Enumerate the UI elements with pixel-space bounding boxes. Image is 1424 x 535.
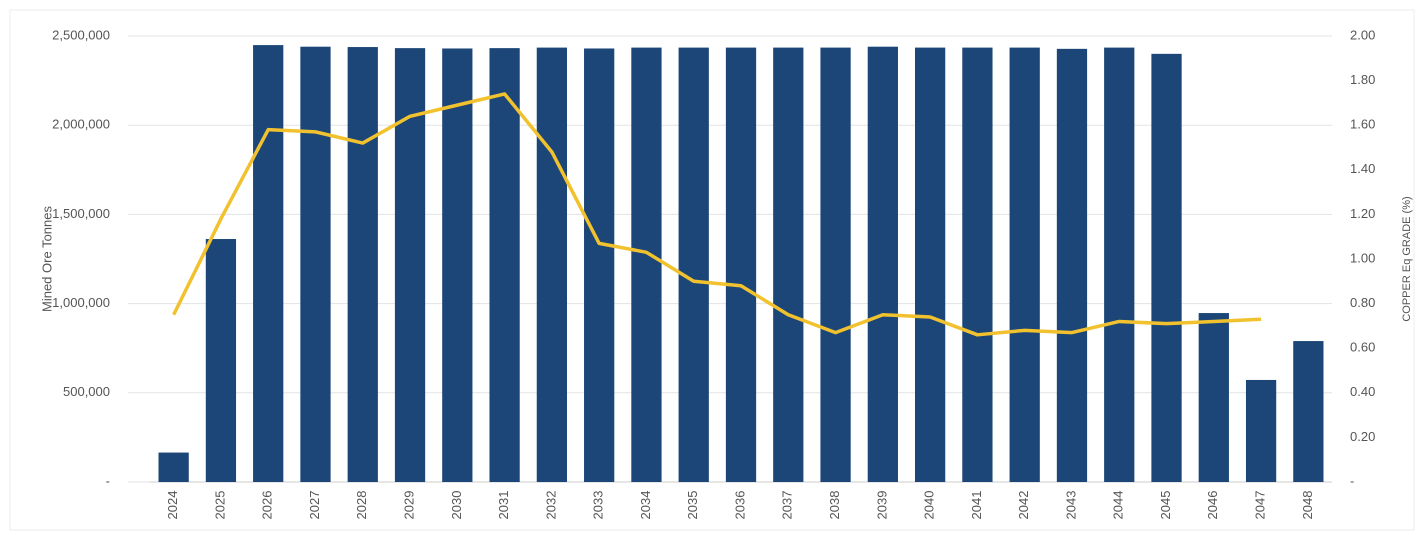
x-tick-label: 2045 (1158, 491, 1173, 520)
bar (300, 46, 331, 482)
bar (1245, 379, 1277, 482)
y2-axis-label: COPPER Eq GRADE (%) (1401, 196, 1413, 321)
x-tick-label: 2035 (685, 491, 700, 520)
y2-tick-label: 1.40 (1350, 161, 1375, 176)
x-tick-label: 2030 (449, 491, 464, 520)
bar (1104, 47, 1135, 482)
y2-tick-label: 1.60 (1350, 117, 1375, 132)
y2-tick-label: 0.20 (1350, 429, 1375, 444)
bar (1056, 48, 1088, 483)
line (172, 92, 1262, 337)
x-tick-label: 2026 (260, 491, 275, 520)
bar (678, 47, 709, 482)
x-tick-label: 2040 (922, 491, 937, 520)
bar (253, 45, 284, 483)
bar (631, 47, 662, 482)
x-tick-label: 2027 (307, 491, 322, 520)
y-tick-label: 1,000,000 (52, 295, 110, 310)
x-tick-label: 2043 (1063, 491, 1078, 520)
bar (489, 48, 520, 483)
bar (442, 48, 473, 482)
chart-border (9, 9, 1415, 531)
bar (725, 47, 757, 482)
x-tick-label: 2031 (496, 491, 511, 520)
bar (158, 452, 189, 482)
y2-tick-label: 0.60 (1350, 340, 1375, 355)
y-tick-label: 1,500,000 (52, 206, 110, 221)
x-tick-label: 2037 (780, 491, 795, 520)
x-tick-label: 2028 (354, 491, 369, 520)
y2-tick-label: 0.40 (1350, 384, 1375, 399)
y-tick-label: - (106, 473, 110, 488)
bar (914, 47, 946, 482)
bar (867, 46, 898, 482)
bar (536, 47, 568, 482)
bar (1009, 47, 1040, 482)
bar (347, 47, 378, 483)
y2-tick-label: - (1350, 473, 1354, 488)
bar (584, 48, 615, 482)
y2-tick-label: 2.00 (1350, 27, 1375, 42)
bar (962, 47, 993, 482)
bar (820, 47, 851, 482)
y-axis-label: Mined Ore Tonnes (39, 206, 54, 312)
y2-tick-label: 1.00 (1350, 250, 1375, 265)
x-tick-label: 2032 (543, 491, 558, 520)
x-tick-label: 2046 (1205, 491, 1220, 520)
x-tick-label: 2036 (732, 491, 747, 520)
x-tick-label: 2041 (969, 491, 984, 520)
y-tick-label: 2,000,000 (52, 117, 110, 132)
x-tick-label: 2025 (212, 491, 227, 520)
x-tick-label: 2044 (1111, 491, 1126, 520)
x-tick-label: 2047 (1253, 491, 1268, 520)
x-tick-label: 2038 (827, 491, 842, 520)
bar (1151, 53, 1182, 483)
y2-tick-label: 0.80 (1350, 295, 1375, 310)
x-tick-label: 2024 (165, 491, 180, 520)
x-tick-label: 2029 (401, 491, 416, 520)
y2-tick-label: 1.20 (1350, 206, 1375, 221)
bar (1198, 313, 1229, 482)
x-tick-label: 2042 (1016, 491, 1031, 520)
y-tick-label: 500,000 (63, 384, 110, 399)
x-tick-label: 2034 (638, 491, 653, 520)
bar (205, 239, 237, 482)
bar (1293, 341, 1324, 482)
y-tick-label: 2,500,000 (52, 27, 110, 42)
y2-tick-label: 1.80 (1350, 72, 1375, 87)
x-tick-label: 2033 (591, 491, 606, 520)
x-tick-label: 2039 (874, 491, 889, 520)
bar (773, 47, 804, 482)
x-tick-label: 2048 (1300, 491, 1315, 520)
